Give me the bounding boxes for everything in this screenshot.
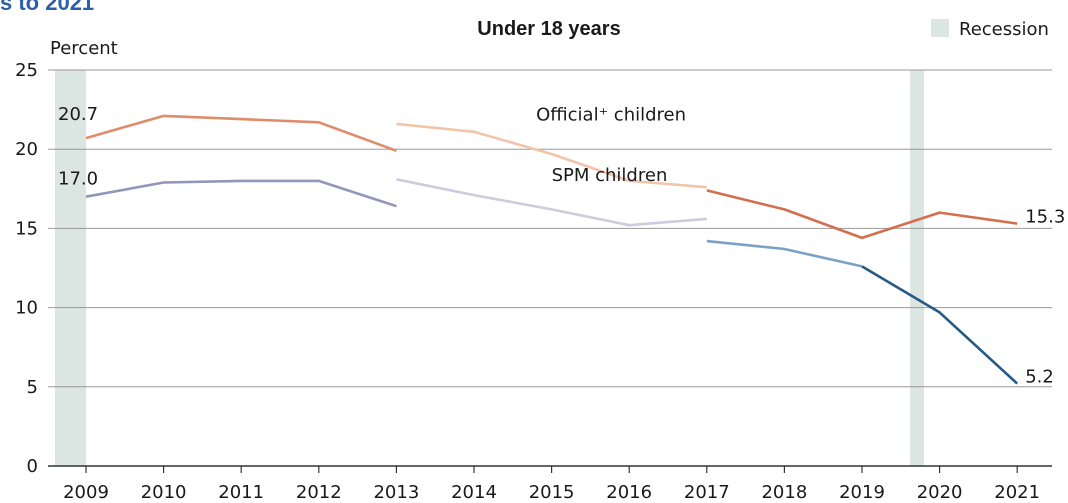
series-lines — [85, 114, 1019, 385]
y-axis-ticks: 0 5 10 15 20 25 — [15, 60, 38, 477]
legend-label: Recession — [959, 19, 1049, 40]
x-tick-label: 2020 — [917, 482, 963, 503]
annotation-label: 17.0 — [58, 169, 98, 190]
cut-off-chart-heading: s to 2021 — [0, 0, 94, 15]
annotation-label: 5.2 — [1025, 367, 1054, 388]
annotation-label: 20.7 — [58, 104, 98, 125]
series-line-spm-late — [706, 239, 863, 268]
gridlines — [48, 69, 1052, 467]
x-tick-label: 2012 — [296, 482, 342, 503]
series-line-official-late — [706, 189, 1018, 240]
y-tick-label: 20 — [15, 139, 38, 160]
y-tick-label: 10 — [15, 298, 38, 319]
x-tick-label: 2015 — [529, 482, 575, 503]
legend-swatch — [931, 19, 949, 37]
annotations: 20.7 17.0 15.3 5.2 Official⁺ children SPM chi… — [58, 104, 1065, 388]
x-tick-label: 2013 — [373, 482, 419, 503]
y-tick-label: 15 — [15, 218, 38, 239]
annotation-label: 15.3 — [1025, 207, 1065, 228]
series-line-spm-final — [861, 265, 1019, 385]
annotation-label: SPM children — [552, 165, 668, 186]
x-tick-label: 2018 — [761, 482, 807, 503]
x-tick-label: 2014 — [451, 482, 497, 503]
x-tick-label: 2019 — [839, 482, 885, 503]
recession-bands — [54, 70, 925, 466]
y-tick-label: 5 — [27, 377, 38, 398]
series-line-official-early — [85, 114, 397, 153]
recession-band — [54, 70, 86, 466]
series-line-spm-mid — [396, 178, 707, 227]
recession-band — [910, 70, 925, 466]
y-axis-label: Percent — [50, 38, 118, 59]
x-tick-label: 2009 — [63, 482, 109, 503]
annotation-label: Official⁺ children — [536, 105, 686, 126]
chart-title: Under 18 years — [477, 18, 620, 40]
x-tick-label: 2021 — [994, 482, 1040, 503]
series-line-official-mid — [396, 122, 707, 189]
x-tick-label: 2016 — [606, 482, 652, 503]
x-axis-ticks: 2009 2010 2011 2012 2013 2014 2015 2016 2017 2018… — [63, 466, 1040, 503]
x-tick-label: 2010 — [141, 482, 187, 503]
y-tick-label: 25 — [15, 60, 38, 81]
y-tick-label: 0 — [27, 456, 38, 477]
x-tick-label: 2011 — [218, 482, 264, 503]
x-tick-label: 2017 — [684, 482, 730, 503]
series-line-spm-early — [85, 179, 397, 208]
